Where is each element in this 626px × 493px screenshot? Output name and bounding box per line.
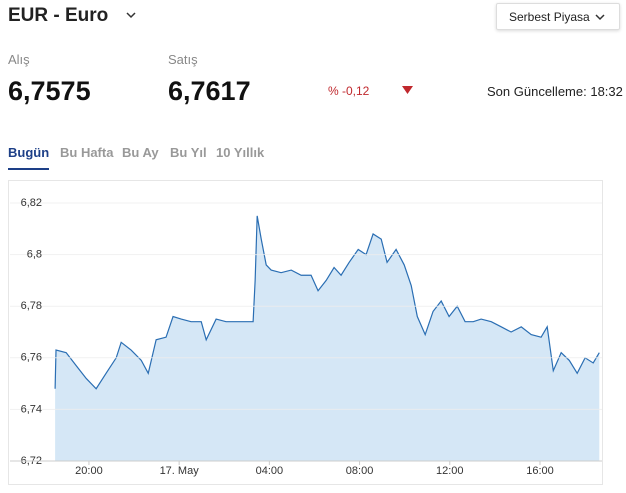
y-tick-label: 6,76 [21,352,42,364]
x-tick-label: 17. May [160,465,200,477]
market-label: Serbest Piyasa [509,10,590,24]
area [55,215,600,461]
line [54,215,600,390]
change: % -0,12 [328,84,370,98]
x-tick-label: 12:00 [436,465,464,477]
y-tick-label: 6,8 [27,249,42,261]
buy-value: 6,7575 [8,76,91,106]
x-tick-label: 04:00 [256,465,284,477]
dropdown-icon[interactable] [126,12,136,20]
tab-indicator [8,168,49,170]
chart-frame [8,180,603,485]
sell-label: Satış [168,52,198,67]
y-tick-label: 6,82 [21,197,42,209]
tab[interactable]: Bu Yıl [170,145,207,160]
last-update: Son Güncelleme: 18:32 [487,84,623,99]
tab[interactable]: Bugün [8,145,50,160]
currency-title[interactable]: EUR - Euro [8,5,109,26]
market-select[interactable]: Serbest Piyasa [496,3,620,30]
tab[interactable]: 10 Yıllık [216,145,265,160]
y-tick-label: 6,74 [21,403,42,415]
x-tick-label: 16:00 [526,465,554,477]
sell-value: 6,7617 [168,76,251,106]
x-tick-label: 08:00 [346,465,374,477]
down-arrow [402,86,413,94]
x-tick-label: 20:00 [75,465,103,477]
buy-label: Alış [8,52,30,67]
tab[interactable]: Bu Ay [122,145,159,160]
dropdown-icon [595,14,605,21]
tab[interactable]: Bu Hafta [60,145,114,160]
y-tick-label: 6,78 [21,300,42,312]
